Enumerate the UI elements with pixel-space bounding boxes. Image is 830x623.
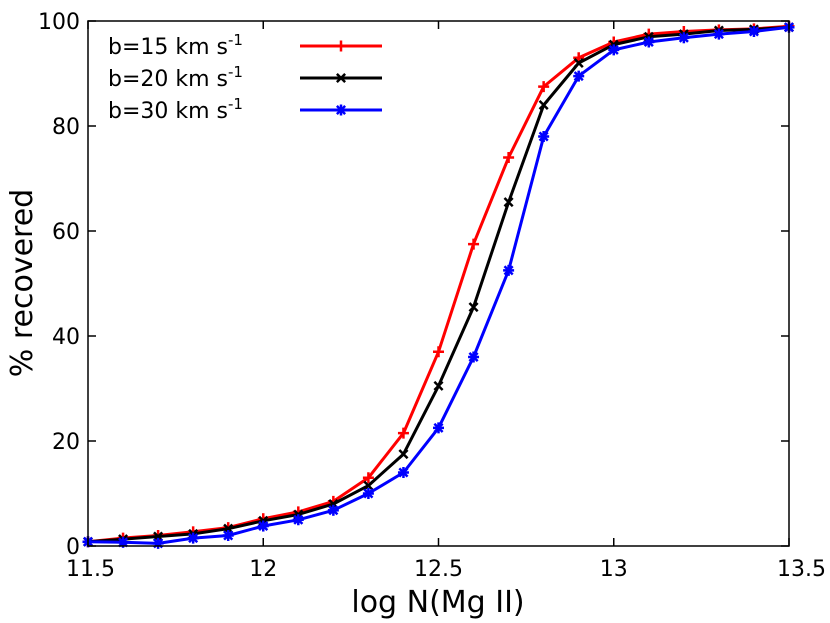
y-tick-label: 40 [52,325,80,350]
data-point [187,532,199,544]
legend-label-sup: -1 [228,95,243,113]
data-point [468,302,479,313]
legend: b=15 km s-1b=20 km s-1b=30 km s-1 [108,31,382,124]
data-point [397,467,409,478]
legend-entry-1: b=15 km s-1 [108,31,382,60]
series-3 [82,21,795,549]
y-tick-label: 20 [52,430,80,455]
legend-entry-3: b=30 km s-1 [108,95,382,124]
legend-label: b=30 km s-1 [108,95,243,124]
y-tick-label: 100 [38,10,80,35]
data-point [397,427,409,439]
legend-label-text: b=20 km s [108,67,228,92]
data-point [748,26,760,37]
x-tick-label: 12 [249,557,277,582]
data-point [538,131,550,142]
legend-label-sup: -1 [228,63,243,81]
data-point [433,422,444,434]
data-point [327,504,339,516]
x-tick-label: 13.5 [777,557,826,582]
x-tick-label: 12.5 [414,557,463,582]
legend-marker [335,72,347,84]
data-point [292,514,304,526]
data-point [362,488,374,499]
y-tick-label: 60 [52,220,80,245]
data-point [573,57,584,69]
x-tick-label: 13 [600,557,628,582]
series-layer [82,20,795,549]
data-point [433,380,444,391]
legend-label-text: b=30 km s [108,99,228,124]
data-point [503,264,515,276]
legend-label-text: b=15 km s [108,35,228,60]
plot-area [88,21,789,546]
data-point [257,520,269,532]
data-point [573,70,585,82]
data-point [643,36,655,48]
legend-label: b=20 km s-1 [108,63,243,92]
legend-label: b=15 km s-1 [108,31,243,60]
legend-entry-2: b=20 km s-1 [108,63,382,92]
data-point [433,346,444,358]
x-axis-label: log N(Mg II) [351,585,524,620]
data-point [678,32,690,44]
data-point [503,152,515,163]
y-axis-label: % recovered [5,189,40,377]
y-tick-label: 0 [66,535,80,560]
data-point [398,449,409,460]
tick-layer: 11.5 12 12.5 13 13.5 0 20 40 60 80 100 [38,10,826,582]
data-point [608,44,620,56]
legend-marker [335,40,347,52]
data-point [222,530,234,541]
data-point [713,28,725,40]
data-point [152,537,164,549]
x-tick-label: 11.5 [66,557,115,582]
data-point [362,472,374,484]
data-point [468,351,480,363]
y-tick-label: 80 [52,115,80,140]
data-point [538,99,549,111]
legend-marker [335,104,347,116]
legend-label-sup: -1 [228,31,243,49]
data-point [117,536,129,548]
data-point [363,480,374,491]
data-point [468,238,480,250]
data-point [503,197,514,208]
data-point [538,81,550,93]
